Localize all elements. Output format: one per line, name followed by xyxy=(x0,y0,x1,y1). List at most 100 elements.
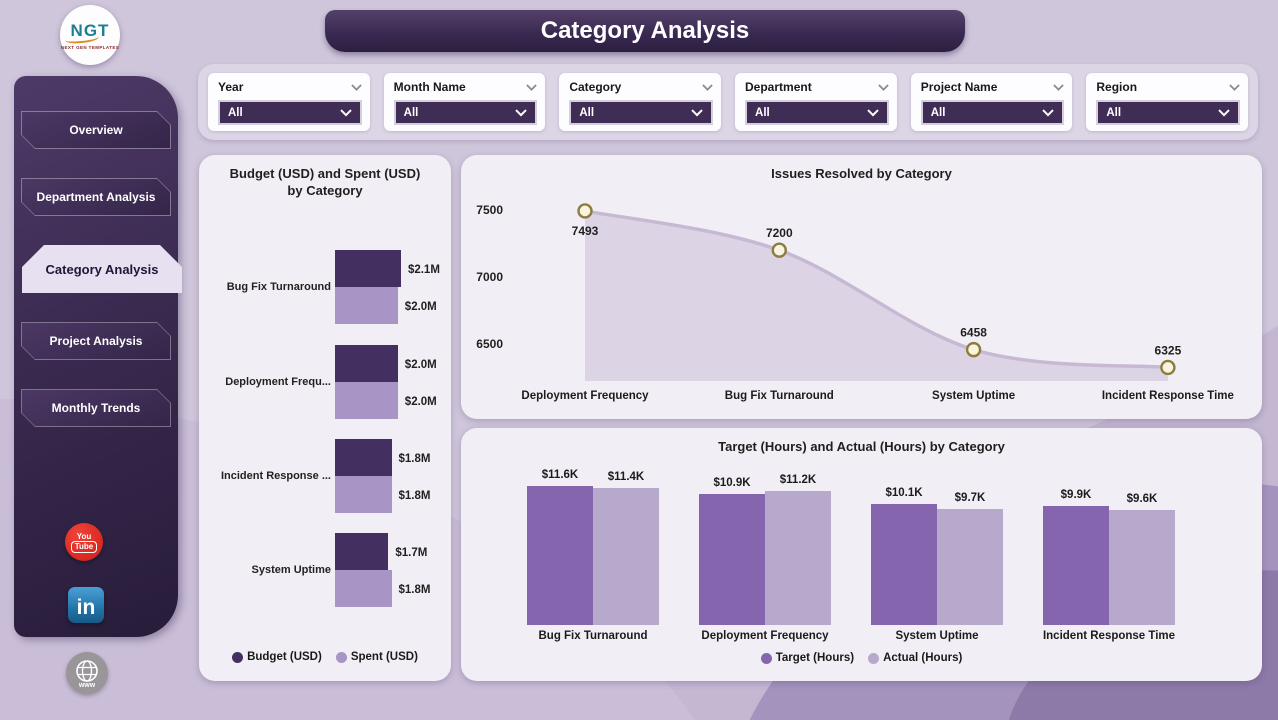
globe-icon-glyph: www xyxy=(76,660,98,689)
hbar-category-label: System Uptime xyxy=(251,564,331,576)
budget-spent-chart-title: Budget (USD) and Spent (USD) by Category xyxy=(229,166,421,198)
filter-header-category[interactable]: Category xyxy=(569,78,713,96)
filter-collapse-chevron[interactable] xyxy=(877,78,889,96)
chevron-down-icon xyxy=(702,84,713,92)
hbar-category-label: Deployment Frequ... xyxy=(225,376,331,388)
filter-dropdown-chevron[interactable] xyxy=(866,104,879,122)
ngt-logo-tagline: NEXT GEN TEMPLATES xyxy=(60,44,120,50)
data-point-label: 7493 xyxy=(572,224,599,238)
x-axis-category-label: System Uptime xyxy=(932,390,1015,402)
sidebar-item-project-analysis[interactable]: Project Analysis xyxy=(21,322,171,360)
hbar-value-label: $2.0M xyxy=(404,358,437,371)
youtube-icon[interactable]: You Tube xyxy=(65,523,103,561)
globe-icon[interactable]: www xyxy=(66,652,108,694)
vbar-actual-hours-incident-response-time[interactable] xyxy=(1109,509,1175,625)
legend-label: Spent (USD) xyxy=(350,651,418,663)
budget-spent-chart-panel: Budget (USD) and Spent (USD) by Category… xyxy=(199,155,451,681)
filter-selected-value: All xyxy=(403,106,419,119)
vbar-target-hours-incident-response-time[interactable] xyxy=(1043,506,1109,625)
chevron-down-icon xyxy=(1229,84,1240,92)
data-point-system-uptime[interactable] xyxy=(965,341,982,358)
legend-dot xyxy=(335,651,347,663)
hbar-budget-usd-system-uptime[interactable] xyxy=(335,533,389,570)
budget-spent-legend-item-spent-usd[interactable]: Spent (USD) xyxy=(335,651,418,663)
page-title: Category Analysis xyxy=(540,17,750,44)
area-line xyxy=(583,209,1170,370)
hbar-budget-usd-deployment-frequ[interactable] xyxy=(335,345,398,382)
filter-dropdown-region[interactable]: All xyxy=(1096,100,1241,125)
filter-dropdown-category[interactable]: All xyxy=(569,100,714,125)
filter-dropdown-chevron[interactable] xyxy=(1042,104,1055,122)
ngt-logo: NGT NEXT GEN TEMPLATES xyxy=(60,5,120,65)
sidebar-item-category-analysis[interactable]: Category Analysis xyxy=(22,245,182,293)
filter-label: Project Name xyxy=(920,80,998,94)
filter-card-project-name: Project Name All xyxy=(910,73,1073,131)
data-point-deployment-frequency[interactable] xyxy=(577,203,593,219)
youtube-icon-text-top: You xyxy=(76,531,92,541)
linkedin-icon[interactable]: in xyxy=(68,587,104,623)
filter-selected-value: All xyxy=(579,106,595,119)
filter-collapse-chevron[interactable] xyxy=(1229,78,1240,96)
filter-dropdown-month-name[interactable]: All xyxy=(393,100,538,125)
data-point-incident-response-time[interactable] xyxy=(1160,359,1176,376)
vbar-actual-hours-system-uptime[interactable] xyxy=(937,508,1003,625)
filter-dropdown-chevron[interactable] xyxy=(515,104,528,122)
target-actual-legend-item-actual-hours[interactable]: Actual (Hours) xyxy=(868,652,962,664)
sidebar-nav: Overview Department Analysis Category Anal… xyxy=(14,111,178,456)
filter-label: Year xyxy=(218,80,244,94)
vbar-actual-hours-deployment-frequency[interactable] xyxy=(765,490,831,625)
filter-bar: Year All Month Name All Category All Dep… xyxy=(198,64,1258,140)
filter-dropdown-chevron[interactable] xyxy=(1218,104,1230,122)
filter-header-region[interactable]: Region xyxy=(1096,78,1240,96)
hbar-value-label: $1.7M xyxy=(395,546,428,559)
hbar-spent-usd-bug-fix-turnaround[interactable] xyxy=(335,287,398,324)
vbar-target-hours-system-uptime[interactable] xyxy=(871,504,937,625)
filter-dropdown-project-name[interactable]: All xyxy=(920,100,1065,125)
budget-spent-legend-item-budget-usd[interactable]: Budget (USD) xyxy=(232,651,322,663)
filter-dropdown-department[interactable]: All xyxy=(745,100,889,125)
sidebar-item-monthly-trends[interactable]: Monthly Trends xyxy=(21,389,171,427)
issues-resolved-chart-title: Issues Resolved by Category xyxy=(771,166,952,181)
filter-dropdown-chevron[interactable] xyxy=(691,104,703,122)
hbar-spent-usd-system-uptime[interactable] xyxy=(335,570,392,607)
hbar-budget-usd-bug-fix-turnaround[interactable] xyxy=(335,250,401,287)
target-actual-chart-legend: Target (Hours) Actual (Hours) xyxy=(461,652,1262,664)
filter-dropdown-year[interactable]: All xyxy=(218,100,362,125)
filter-header-year[interactable]: Year xyxy=(218,78,362,96)
filter-label: Category xyxy=(569,80,622,94)
hbar-spent-usd-deployment-frequ[interactable] xyxy=(335,382,398,419)
hbar-budget-usd-incident-response[interactable] xyxy=(335,439,392,476)
filter-collapse-chevron[interactable] xyxy=(702,78,713,96)
filter-header-month-name[interactable]: Month Name xyxy=(394,78,538,96)
vbar-target-hours-deployment-frequency[interactable] xyxy=(699,494,765,625)
vbar-value-label: $11.4K xyxy=(607,471,645,484)
chevron-down-icon xyxy=(350,84,362,92)
target-actual-legend-item-target-hours[interactable]: Target (Hours) xyxy=(760,652,854,664)
sidebar-item-overview[interactable]: Overview xyxy=(21,111,171,149)
sidebar-item-department-analysis[interactable]: Department Analysis xyxy=(21,178,171,216)
hbar-value-label: $1.8M xyxy=(398,452,431,465)
filter-label: Month Name xyxy=(393,80,466,94)
chevron-down-icon xyxy=(1218,109,1230,117)
x-axis-category-label: Deployment Frequency xyxy=(521,390,649,402)
data-point-bug-fix-turnaround[interactable] xyxy=(771,242,787,258)
filter-dropdown-chevron[interactable] xyxy=(339,104,352,122)
filter-collapse-chevron[interactable] xyxy=(350,78,362,96)
filter-card-category: Category All xyxy=(559,73,722,131)
hbar-spent-usd-incident-response[interactable] xyxy=(335,476,392,513)
filter-collapse-chevron[interactable] xyxy=(1053,78,1065,96)
ngt-logo-text: NGT xyxy=(70,20,110,40)
vbar-target-hours-bug-fix-turnaround[interactable] xyxy=(527,486,593,625)
filter-header-department[interactable]: Department xyxy=(745,78,889,96)
data-point-label: 7200 xyxy=(766,226,793,240)
chevron-down-icon xyxy=(1042,109,1055,117)
issues-resolved-chart-panel: Issues Resolved by Category 7500 7000 6500… xyxy=(461,155,1262,419)
x-axis-category-label: Bug Fix Turnaround xyxy=(538,630,648,642)
filter-collapse-chevron[interactable] xyxy=(526,78,538,96)
vbar-actual-hours-bug-fix-turnaround[interactable] xyxy=(593,488,659,625)
vbar-value-label: $10.9K xyxy=(713,477,751,490)
filter-selected-value: All xyxy=(755,106,770,119)
chevron-down-icon xyxy=(866,109,879,117)
filter-header-project-name[interactable]: Project Name xyxy=(921,78,1065,96)
filter-card-region: Region All xyxy=(1086,73,1249,131)
